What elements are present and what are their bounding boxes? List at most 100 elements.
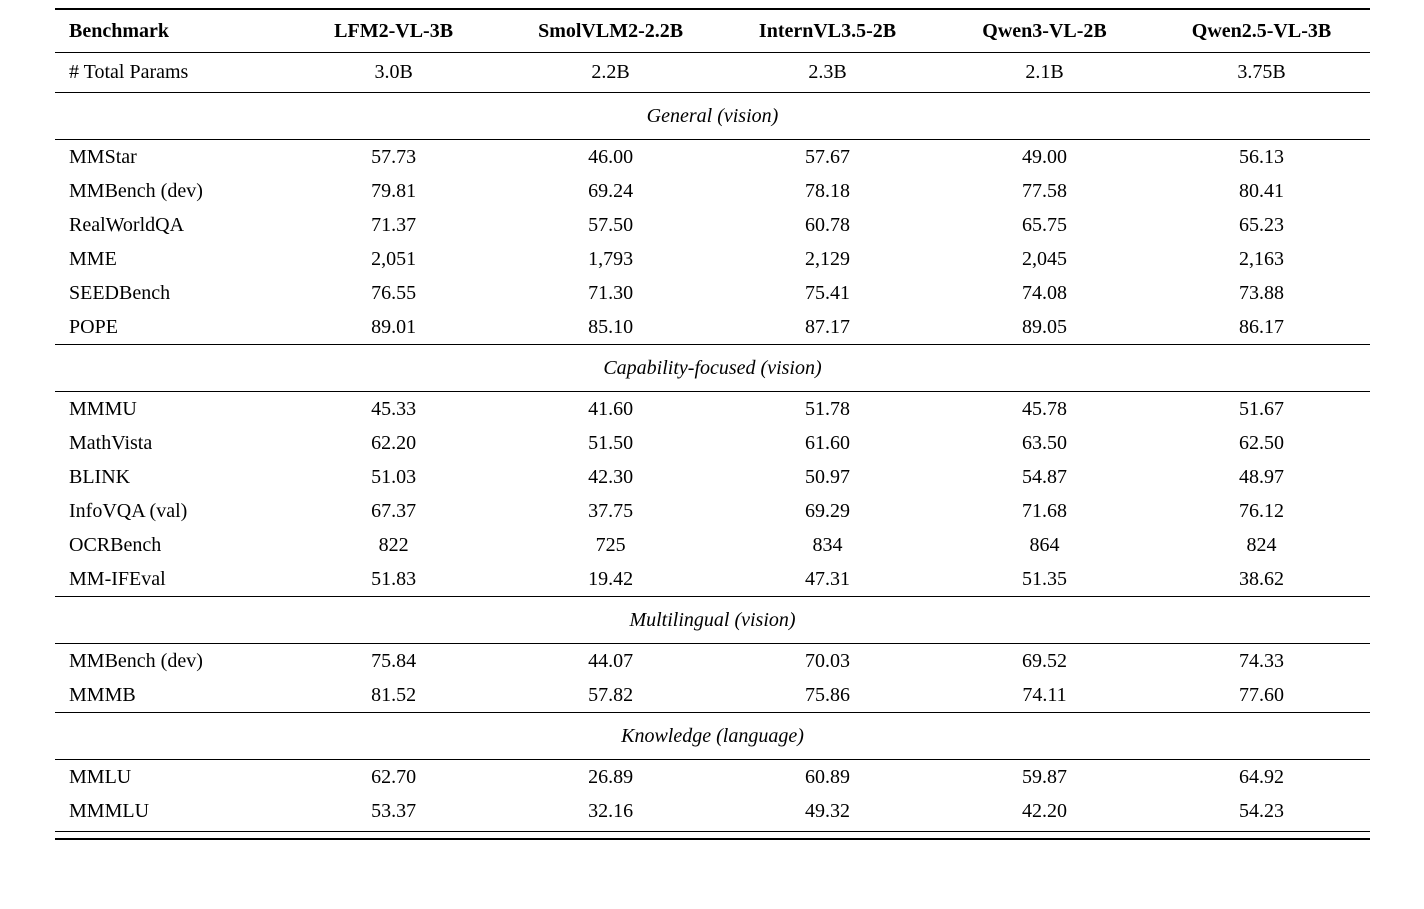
value-cell: 71.37 xyxy=(371,214,417,236)
value-cell: 60.89 xyxy=(805,766,851,788)
table-row: BLINK 51.03 42.30 50.97 54.87 48.97 xyxy=(55,460,1370,494)
value-cell: 19.42 xyxy=(588,568,634,590)
value-cell: 26.89 xyxy=(588,766,634,788)
value-cell: 57.50 xyxy=(588,214,634,236)
value-cell: 822 xyxy=(378,534,409,556)
value-cell: 47.31 xyxy=(805,568,851,590)
section-title: Knowledge (language) xyxy=(55,712,1370,760)
value-cell: 78.18 xyxy=(805,180,851,202)
value-cell: 57.67 xyxy=(805,146,851,168)
value-cell: 32.16 xyxy=(502,794,720,832)
value-cell: 74.33 xyxy=(1239,650,1284,672)
value-cell: 60.78 xyxy=(805,214,851,236)
benchmark-name-cell: MathVista xyxy=(69,432,153,454)
value-cell: 62.50 xyxy=(1239,432,1284,454)
section-title: General (vision) xyxy=(55,92,1370,140)
value-cell: 77.58 xyxy=(1022,180,1068,202)
value-cell: 69.52 xyxy=(1022,650,1068,672)
value-cell: 89.01 xyxy=(371,316,417,338)
table-body: # Total Params 3.0B 2.2B 2.3B 2.1B 3.75B Gener… xyxy=(55,52,1370,832)
value-cell: 41.60 xyxy=(588,398,634,420)
value-cell: 51.78 xyxy=(805,398,851,420)
value-cell: 62.20 xyxy=(371,432,417,454)
value-cell: 834 xyxy=(812,534,843,556)
value-cell: 1,793 xyxy=(588,248,634,270)
benchmark-name-cell: MMMB xyxy=(69,684,136,706)
benchmark-name-cell: # Total Params xyxy=(55,52,286,93)
value-cell: 59.87 xyxy=(1022,766,1068,788)
section-title: Multilingual (vision) xyxy=(55,596,1370,644)
value-cell: 89.05 xyxy=(1022,316,1068,338)
value-cell: 75.41 xyxy=(805,282,851,304)
value-cell: 50.97 xyxy=(805,466,851,488)
value-cell: 73.88 xyxy=(1239,282,1284,304)
value-cell: 3.75B xyxy=(1153,52,1370,93)
column-header-model: Qwen2.5-VL-3B xyxy=(1153,9,1370,53)
value-cell: 71.68 xyxy=(1022,500,1068,522)
value-cell: 44.07 xyxy=(588,650,634,672)
value-cell: 70.03 xyxy=(805,650,851,672)
benchmark-name-cell: MME xyxy=(69,248,117,270)
value-cell: 49.32 xyxy=(719,794,937,832)
benchmark-name-cell: POPE xyxy=(69,316,118,338)
value-cell: 49.00 xyxy=(1022,146,1068,168)
value-cell: 45.78 xyxy=(1022,398,1068,420)
table-row: MM-IFEval 51.83 19.42 47.31 51.35 38.62 xyxy=(55,562,1370,597)
benchmark-name-cell: MMLU xyxy=(69,766,132,788)
section-header-row: Knowledge (language) xyxy=(55,712,1370,760)
value-cell: 69.24 xyxy=(588,180,634,202)
value-cell: 824 xyxy=(1246,534,1277,556)
value-cell: 69.29 xyxy=(805,500,851,522)
value-cell: 51.35 xyxy=(1022,568,1068,590)
column-header-model: InternVL3.5-2B xyxy=(719,9,937,53)
value-cell: 725 xyxy=(595,534,626,556)
value-cell: 67.37 xyxy=(371,500,417,522)
value-cell: 61.60 xyxy=(805,432,851,454)
benchmark-name-cell: MMBench (dev) xyxy=(69,180,203,202)
value-cell: 48.97 xyxy=(1239,466,1284,488)
value-cell: 51.67 xyxy=(1239,398,1284,420)
value-cell: 74.11 xyxy=(1022,684,1067,706)
benchmark-table: Benchmark LFM2-VL-3B SmolVLM2-2.2B InternVL… xyxy=(55,8,1370,832)
value-cell: 86.17 xyxy=(1239,316,1284,338)
table-row: POPE 89.01 85.10 87.17 89.05 86.17 xyxy=(55,310,1370,345)
value-cell: 81.52 xyxy=(371,684,417,706)
table-row: InfoVQA (val) 67.37 37.75 69.29 71.68 76.12 xyxy=(55,494,1370,528)
benchmark-name-cell: BLINK xyxy=(69,466,131,488)
column-header-model: Qwen3-VL-2B xyxy=(936,9,1153,53)
value-cell: 63.50 xyxy=(1022,432,1068,454)
column-header-benchmark: Benchmark xyxy=(55,9,286,53)
table-row: RealWorldQA 71.37 57.50 60.78 65.75 65.23 xyxy=(55,208,1370,242)
value-cell: 42.30 xyxy=(588,466,634,488)
value-cell: 56.13 xyxy=(1239,146,1284,168)
value-cell: 51.03 xyxy=(371,466,417,488)
value-cell: 71.30 xyxy=(588,282,634,304)
value-cell: 51.83 xyxy=(371,568,417,590)
table-row: MME 2,051 1,793 2,129 2,045 2,163 xyxy=(55,242,1370,276)
value-cell: 2,129 xyxy=(805,248,851,270)
value-cell: 42.20 xyxy=(936,794,1153,832)
value-cell: 65.75 xyxy=(1022,214,1068,236)
value-cell: 2.1B xyxy=(936,52,1153,93)
value-cell: 57.82 xyxy=(588,684,634,706)
value-cell: 85.10 xyxy=(588,316,634,338)
value-cell: 2.3B xyxy=(719,52,937,93)
benchmark-name-cell: MM-IFEval xyxy=(69,568,166,590)
value-cell: 80.41 xyxy=(1239,180,1284,202)
section-title: Capability-focused (vision) xyxy=(55,344,1370,392)
benchmark-name-cell: RealWorldQA xyxy=(69,214,185,236)
value-cell: 54.87 xyxy=(1022,466,1068,488)
table-row: MathVista 62.20 51.50 61.60 63.50 62.50 xyxy=(55,426,1370,460)
benchmark-name-cell: InfoVQA (val) xyxy=(69,500,188,522)
value-cell: 46.00 xyxy=(588,146,634,168)
value-cell: 53.37 xyxy=(285,794,503,832)
table-row: MMBench (dev) 75.84 44.07 70.03 69.52 74.33 xyxy=(55,644,1370,679)
section-header-row: Multilingual (vision) xyxy=(55,596,1370,644)
value-cell: 77.60 xyxy=(1239,684,1284,706)
section-header-row: General (vision) xyxy=(55,92,1370,140)
benchmark-name-cell: OCRBench xyxy=(69,534,162,556)
value-cell: 2.2B xyxy=(502,52,720,93)
value-cell: 3.0B xyxy=(285,52,503,93)
value-cell: 64.92 xyxy=(1239,766,1284,788)
